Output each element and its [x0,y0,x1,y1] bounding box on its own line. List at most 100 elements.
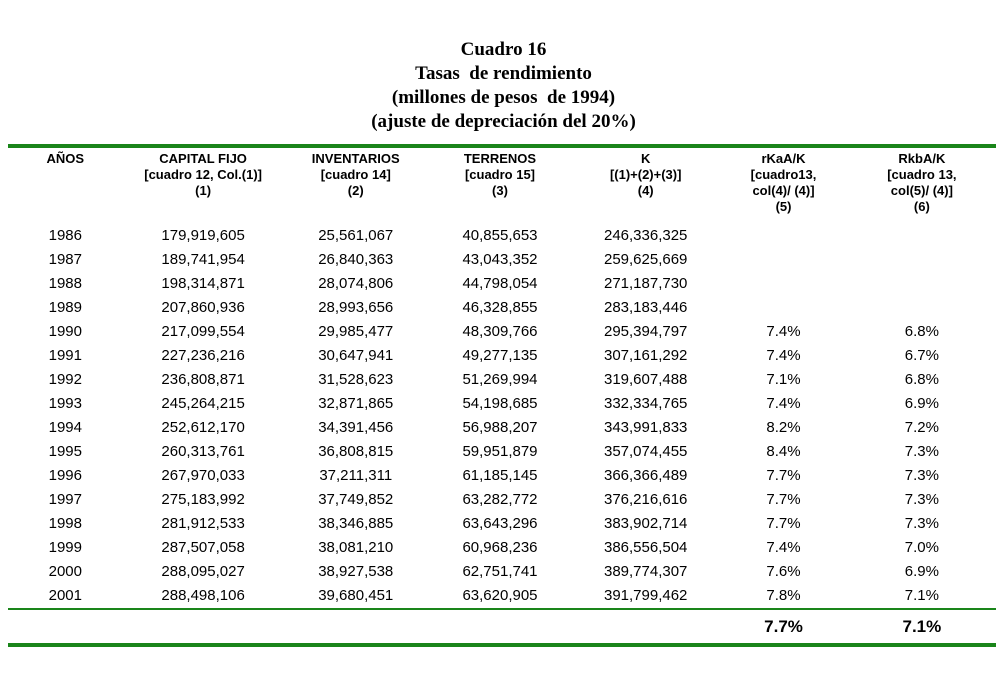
column-header-k: K [(1)+(2)+(3)] (4) [572,146,719,224]
summary-cell [428,609,572,645]
value-cell: 7.4% [766,395,801,412]
column-label: AÑOS [46,151,85,166]
year-cell: 1991 [48,347,82,364]
column-label: CAPITAL FIJO [159,151,247,166]
year-cell: 1994 [48,419,82,436]
year-cell: 1992 [48,371,82,388]
table-row: 1990 217,099,554 29,985,477 48,309,766 295,3… [8,320,996,344]
value-cell: 283,183,446 [603,299,688,316]
value-cell: 389,774,307 [603,563,688,580]
value-cell: 39,680,451 [318,587,394,604]
value-cell: 7.3% [904,491,939,508]
year-cell: 1999 [48,539,82,556]
value-cell: 189,741,954 [161,251,245,268]
column-header-anos: AÑOS [8,146,123,224]
value-cell: 28,074,806 [318,275,394,292]
column-header-inventarios: INVENTARIOS [cuadro 14] (2) [284,146,428,224]
value-cell: 307,161,292 [603,347,688,364]
value-cell: 37,749,852 [318,491,394,508]
value-cell: 7.7% [766,467,801,484]
title-main: Tasas de rendimiento [415,63,592,84]
value-cell: 7.4% [766,539,801,556]
value-cell: 59,951,879 [462,443,538,460]
table-title: Cuadro 16 Tasas de rendimiento (millones… [0,0,1007,134]
value-cell: 7.0% [904,539,939,556]
column-ref: [(1)+(2)+(3)] [609,167,682,182]
table-row: 1993 245,264,215 32,871,865 54,198,685 332,3… [8,392,996,416]
column-number: (1) [195,183,212,198]
year-cell: 2000 [48,563,82,580]
data-table: AÑOS CAPITAL FIJO [cuadro 12, Col.(1)] (… [8,144,996,647]
year-cell: 1988 [48,275,82,292]
summary-cell [8,609,123,645]
column-ref: col(5)/ (4)] [890,183,953,198]
column-ref: [cuadro 13, [887,167,957,182]
value-cell: 6.9% [904,563,939,580]
summary-cell [123,609,284,645]
value-cell: 29,985,477 [318,323,394,340]
value-cell: 260,313,761 [161,443,245,460]
value-cell: 217,099,554 [161,323,245,340]
value-cell: 48,309,766 [462,323,538,340]
value-cell: 38,081,210 [318,539,394,556]
summary-cell: 7.7% [764,617,803,636]
table-row: 1997 275,183,992 37,749,852 63,282,772 376,2… [8,488,996,512]
value-cell [719,296,847,320]
table-row: 1996 267,970,033 37,211,311 61,185,145 366,3… [8,464,996,488]
value-cell: 7.8% [766,587,801,604]
value-cell: 332,334,765 [603,395,688,412]
value-cell: 54,198,685 [462,395,538,412]
value-cell: 49,277,135 [462,347,538,364]
column-header-terrenos: TERRENOS [cuadro 15] (3) [428,146,572,224]
value-cell: 38,346,885 [318,515,394,532]
table-row: 1986 179,919,605 25,561,067 40,855,653 246,3… [8,224,996,248]
value-cell: 227,236,216 [161,347,245,364]
table-row: 2001 288,498,106 39,680,451 63,620,905 391,7… [8,584,996,609]
value-cell: 259,625,669 [603,251,688,268]
value-cell: 63,620,905 [462,587,538,604]
value-cell: 246,336,325 [603,227,688,244]
value-cell: 281,912,533 [161,515,245,532]
table-row: 1988 198,314,871 28,074,806 44,798,054 271,1… [8,272,996,296]
value-cell: 7.4% [766,347,801,364]
value-cell: 319,607,488 [603,371,688,388]
column-ref: [cuadro 15] [464,167,536,182]
year-cell: 1989 [48,299,82,316]
value-cell: 60,968,236 [462,539,538,556]
column-number: (6) [913,199,930,214]
value-cell: 7.3% [904,443,939,460]
value-cell: 245,264,215 [161,395,245,412]
year-cell: 1993 [48,395,82,412]
value-cell: 34,391,456 [318,419,394,436]
summary-row: 7.7% 7.1% [8,609,996,645]
value-cell: 376,216,616 [603,491,688,508]
value-cell: 7.4% [766,323,801,340]
year-cell: 1986 [48,227,82,244]
value-cell: 43,043,352 [462,251,538,268]
value-cell: 56,988,207 [462,419,538,436]
value-cell: 32,871,865 [318,395,394,412]
value-cell: 366,366,489 [603,467,688,484]
column-label: TERRENOS [463,151,537,166]
column-ref: col(4)/ (4)] [752,183,815,198]
value-cell: 271,187,730 [603,275,688,292]
value-cell: 252,612,170 [161,419,245,436]
value-cell: 28,993,656 [318,299,394,316]
column-label: RkbA/K [898,151,946,166]
value-cell: 51,269,994 [462,371,538,388]
table-row: 1998 281,912,533 38,346,885 63,643,296 383,9… [8,512,996,536]
column-label: rKaA/K [761,151,806,166]
value-cell: 295,394,797 [603,323,688,340]
year-cell: 1998 [48,515,82,532]
column-label: INVENTARIOS [311,151,400,166]
value-cell: 7.7% [766,491,801,508]
title-cuadro-number: Cuadro 16 [460,39,547,60]
value-cell: 6.7% [904,347,939,364]
header-row: AÑOS CAPITAL FIJO [cuadro 12, Col.(1)] (… [8,146,996,224]
column-number: (4) [637,183,654,198]
value-cell: 383,902,714 [603,515,688,532]
value-cell: 275,183,992 [161,491,245,508]
table-header: AÑOS CAPITAL FIJO [cuadro 12, Col.(1)] (… [8,146,996,224]
value-cell: 6.8% [904,323,939,340]
